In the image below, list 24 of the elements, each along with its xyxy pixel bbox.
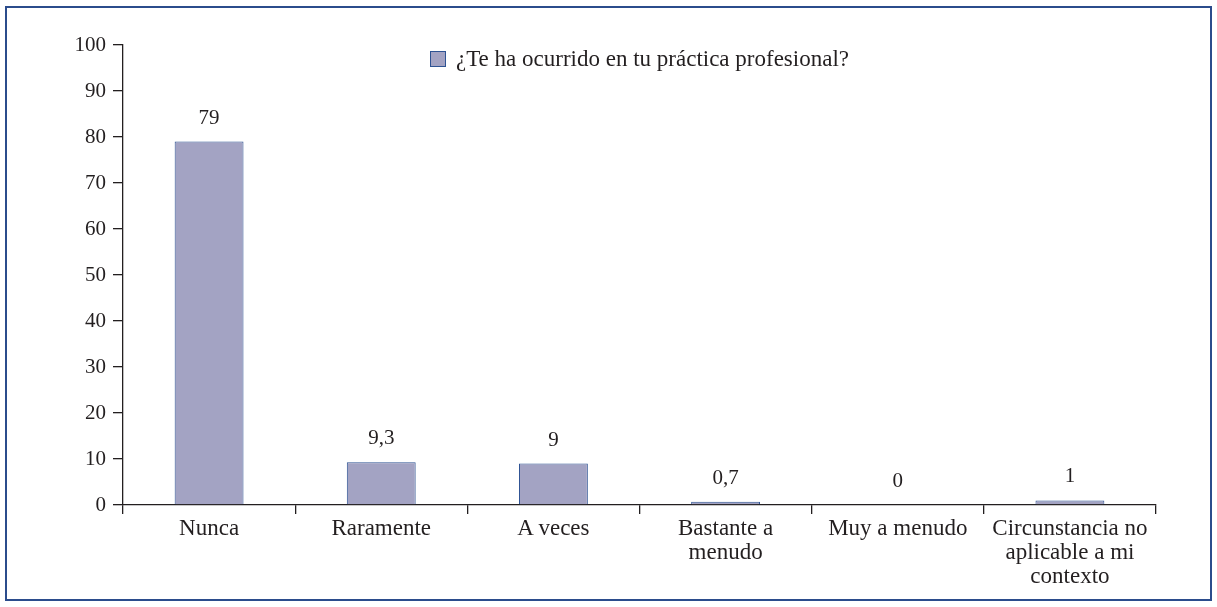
y-tick-label: 50 xyxy=(85,261,106,286)
data-label: 9,3 xyxy=(368,425,395,450)
data-label: 1 xyxy=(1064,463,1076,488)
data-label: 9 xyxy=(548,426,559,451)
y-tick-label: 90 xyxy=(85,77,106,102)
y-tick-label: 70 xyxy=(85,169,106,194)
y-tick-label: 100 xyxy=(74,31,106,56)
y-tick-label: 60 xyxy=(85,215,106,240)
legend-label: ¿Te ha ocurrido en tu práctica profesional? xyxy=(455,46,850,72)
y-tick-label: 10 xyxy=(85,445,106,470)
data-label: 0 xyxy=(892,468,903,492)
y-tick-label: 20 xyxy=(85,399,106,424)
x-tick-label: Raramente xyxy=(331,515,432,541)
y-tick-label: 40 xyxy=(85,307,106,332)
x-tick-label: Muy a menudo xyxy=(828,515,968,541)
y-tick-label: 30 xyxy=(85,353,106,378)
data-label: 79 xyxy=(198,104,220,129)
y-tick-label: 0 xyxy=(95,491,106,516)
y-tick-label: 80 xyxy=(85,123,106,148)
x-tick-label: Circunstancia no aplicable a mi contexto xyxy=(992,515,1148,589)
data-label: 0,7 xyxy=(712,464,739,489)
x-tick-label: A veces xyxy=(517,515,590,541)
x-tick-label: Bastante a menudo xyxy=(678,515,774,565)
x-tick-label: Nunca xyxy=(179,515,240,541)
